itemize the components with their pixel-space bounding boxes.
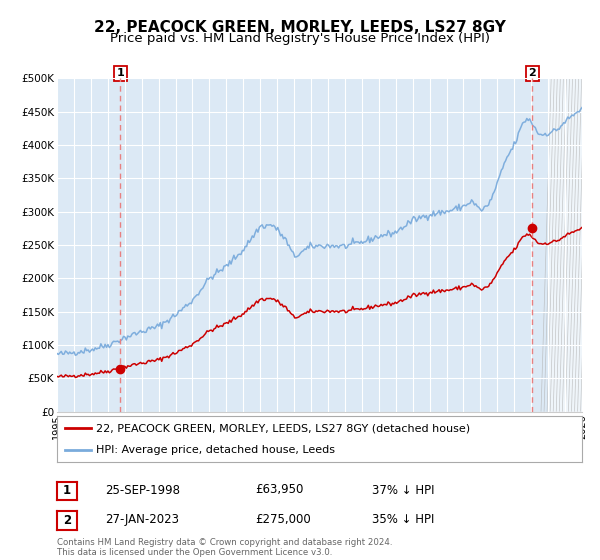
Text: 1: 1: [63, 484, 71, 497]
Text: 2: 2: [63, 514, 71, 527]
Text: £63,950: £63,950: [255, 483, 304, 497]
Bar: [550, 78, 582, 412]
Text: £275,000: £275,000: [255, 513, 311, 526]
Text: Contains HM Land Registry data © Crown copyright and database right 2024.
This d: Contains HM Land Registry data © Crown c…: [57, 538, 392, 557]
Text: 25-SEP-1998: 25-SEP-1998: [105, 483, 180, 497]
Text: Price paid vs. HM Land Registry's House Price Index (HPI): Price paid vs. HM Land Registry's House …: [110, 32, 490, 45]
Text: 37% ↓ HPI: 37% ↓ HPI: [372, 483, 434, 497]
Text: 22, PEACOCK GREEN, MORLEY, LEEDS, LS27 8GY (detached house): 22, PEACOCK GREEN, MORLEY, LEEDS, LS27 8…: [97, 423, 470, 433]
Text: 35% ↓ HPI: 35% ↓ HPI: [372, 513, 434, 526]
Text: 1: 1: [116, 68, 124, 78]
Text: HPI: Average price, detached house, Leeds: HPI: Average price, detached house, Leed…: [97, 445, 335, 455]
Text: 27-JAN-2023: 27-JAN-2023: [105, 513, 179, 526]
Text: 22, PEACOCK GREEN, MORLEY, LEEDS, LS27 8GY: 22, PEACOCK GREEN, MORLEY, LEEDS, LS27 8…: [94, 20, 506, 35]
Text: 2: 2: [529, 68, 536, 78]
